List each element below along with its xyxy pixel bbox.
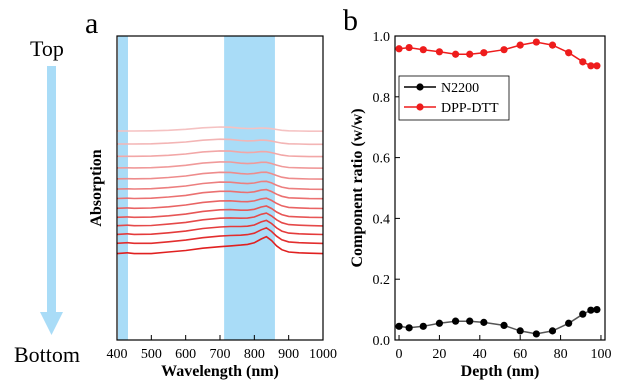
panel-b-label: b [343, 4, 358, 37]
wavelength-tick-label: 1000 [309, 347, 337, 362]
n2200-point [419, 322, 427, 330]
ratio-tick-label: 0.8 [373, 91, 391, 106]
component-ratio-chart: 0 20 40 60 80 100 0.0 0.2 0.4 0.6 0.8 1.0 N2200 DP… [349, 30, 611, 380]
n2200-point [435, 319, 444, 327]
n2200-point [593, 306, 601, 314]
dpp-dtt-point [532, 38, 540, 46]
absorption-spectra [116, 126, 324, 255]
wavelength-tick-label: 500 [141, 347, 162, 362]
legend-dpp-label: DPP-DTT [441, 101, 499, 116]
component-plot-frame [394, 35, 606, 341]
absorption-spectrum-1 [116, 235, 324, 255]
dpp-dtt-point [548, 41, 557, 49]
highlight-band-2 [224, 36, 275, 340]
dpp-dtt-point [500, 46, 508, 54]
n2200-point [548, 327, 557, 335]
n2200-point [480, 318, 488, 326]
dpp-dtt-point [435, 48, 444, 56]
ratio-tick-label: 0.0 [373, 334, 391, 349]
ratio-tick-label: 0.2 [373, 273, 391, 288]
wavelength-axis-title: Wavelength (nm) [161, 363, 279, 380]
highlight-bands [118, 36, 275, 340]
legend-box [398, 75, 510, 121]
n2200-point [405, 324, 413, 332]
dpp-dtt-point [466, 50, 474, 58]
ratio-tick-label: 0.4 [373, 212, 391, 227]
n2200-point [532, 330, 540, 338]
depth-tick-label: 0 [396, 347, 403, 362]
dpp-dtt-point [593, 62, 601, 70]
depth-tick-label: 20 [432, 347, 446, 362]
n2200-point [516, 327, 524, 335]
ratio-tick-label: 0.6 [373, 152, 391, 167]
dpp-dtt-point [579, 58, 587, 66]
absorption-spectrum-7 [116, 188, 324, 200]
absorption-spectrum-10 [116, 161, 324, 169]
dpp-dtt-point [565, 49, 573, 57]
absorption-spectrum-8 [116, 180, 324, 191]
absorption-spectrum-3 [116, 219, 324, 236]
legend-n2200-label: N2200 [441, 81, 479, 96]
dpp-dtt-point [516, 41, 524, 49]
n2200-point [466, 317, 474, 325]
absorption-spectrum-11 [117, 150, 323, 158]
dpp-dtt-point [587, 62, 595, 70]
top-to-bottom-arrow [40, 66, 63, 335]
absorption-spectrum-6 [116, 197, 324, 210]
wavelength-tick-label: 700 [210, 347, 231, 362]
wavelength-tick-label: 600 [175, 347, 196, 362]
bottom-label: Bottom [14, 342, 80, 367]
depth-axis-title: Depth (nm) [461, 363, 540, 380]
ratio-axis-ticks: 0.0 0.2 0.4 0.6 0.8 1.0 [373, 30, 400, 349]
legend-dpp-marker [416, 103, 424, 111]
n2200-point [579, 310, 587, 318]
absorption-axis-title: Absorption [88, 149, 105, 226]
wavelength-axis-ticks: 400 500 600 700 800 900 1000 [107, 335, 337, 362]
absorption-spectrum-4 [116, 212, 324, 227]
n2200-point [500, 321, 508, 330]
absorption-spectrum-12 [117, 138, 323, 146]
legend: N2200 DPP-DTT [398, 75, 510, 121]
n2200-point [587, 306, 595, 314]
dpp-dtt-point [451, 50, 460, 58]
absorption-chart: 400 500 600 700 800 900 1000 Wavelength (nm) A… [88, 35, 337, 380]
n2200-point [565, 319, 573, 327]
arrow-head [40, 312, 63, 335]
wavelength-tick-label: 400 [107, 347, 128, 362]
dpp-dtt-point [480, 49, 488, 57]
highlight-band-1 [118, 36, 128, 340]
wavelength-tick-label: 900 [278, 347, 299, 362]
dpp-dtt-point [395, 45, 403, 53]
absorption-spectrum-9 [116, 171, 324, 180]
n2200-point [451, 317, 460, 325]
ratio-tick-label: 1.0 [373, 30, 391, 45]
n2200-point [395, 322, 403, 330]
top-label: Top [30, 36, 64, 61]
dpp-dtt-point [419, 46, 427, 54]
depth-tick-label: 40 [473, 347, 487, 362]
absorption-spectrum-2 [116, 227, 324, 245]
absorption-spectrum-13 [117, 126, 323, 132]
dpp-dtt-point [405, 43, 413, 52]
component-ratio-axis-title: Component ratio (w/w) [349, 108, 366, 267]
component-series [395, 38, 601, 338]
arrow-shaft [47, 66, 56, 316]
depth-tick-label: 100 [590, 347, 611, 362]
panel-a-label: a [85, 7, 98, 40]
wavelength-tick-label: 800 [244, 347, 265, 362]
depth-tick-label: 80 [554, 347, 568, 362]
depth-axis-ticks: 0 20 40 60 80 100 [396, 335, 611, 362]
legend-n2200-marker [416, 83, 424, 91]
depth-tick-label: 60 [513, 347, 527, 362]
absorption-spectrum-5 [116, 205, 324, 219]
